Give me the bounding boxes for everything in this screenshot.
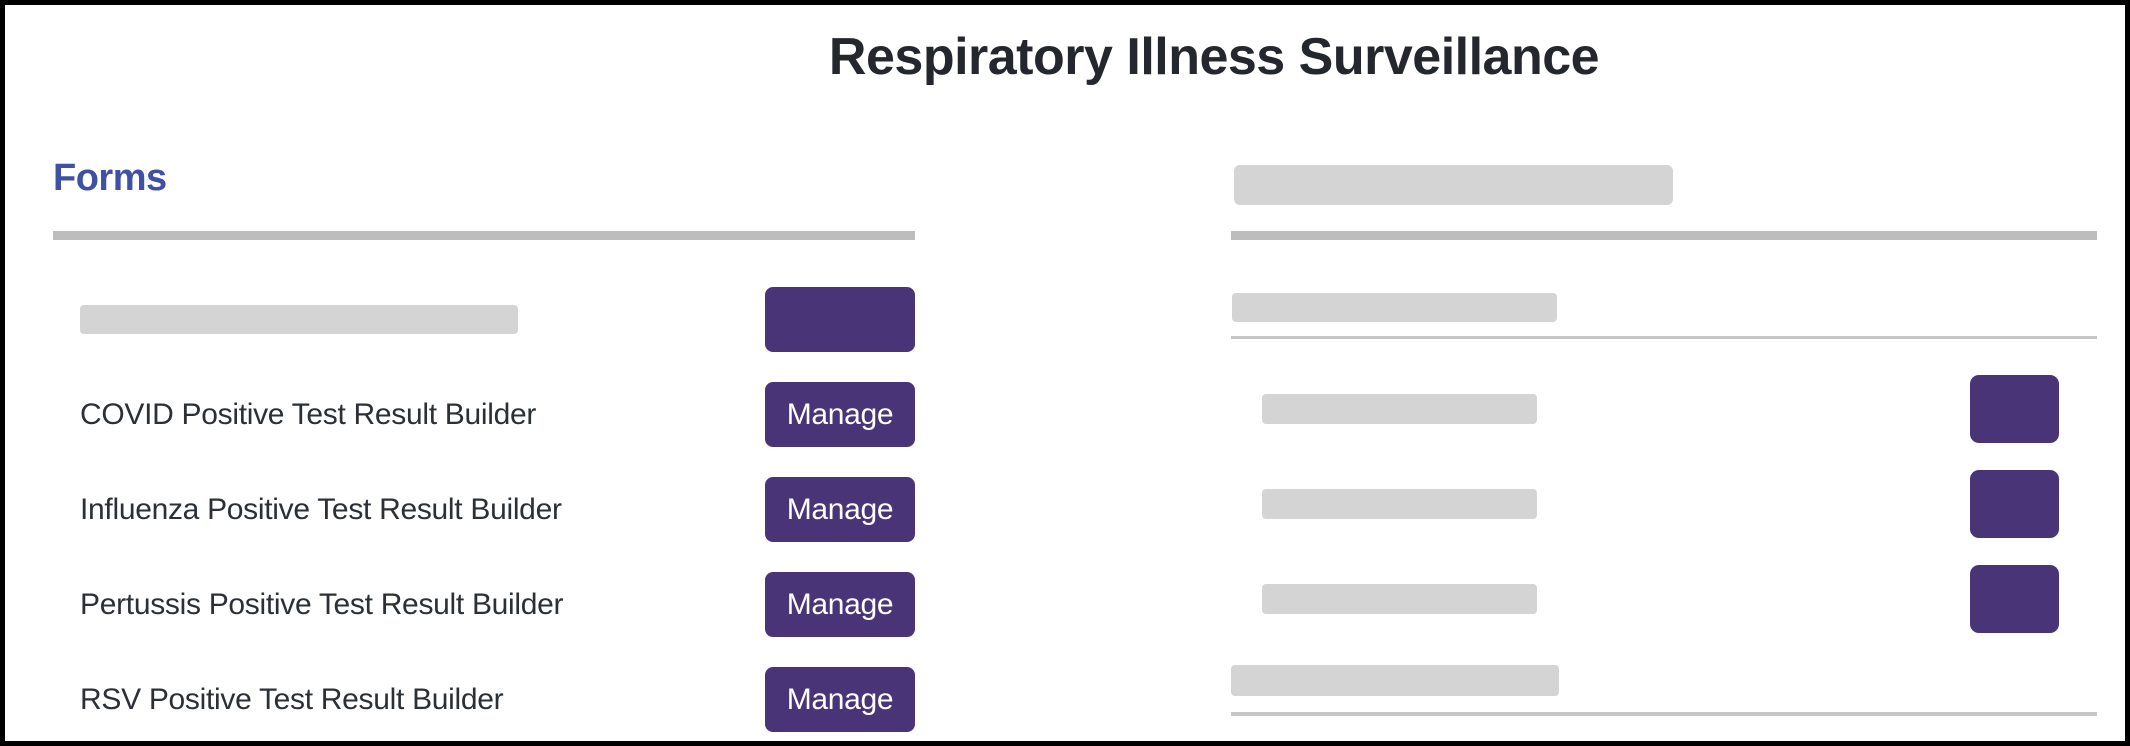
field-label-skeleton — [1232, 293, 1557, 322]
loading-row — [1231, 375, 2097, 443]
panel-divider — [1231, 231, 2097, 240]
form-name-skeleton — [80, 305, 518, 334]
loading-panel — [1231, 155, 2097, 716]
action-button-loading[interactable] — [1970, 375, 2059, 443]
form-row: RSV Positive Test Result Builder Manage — [53, 667, 915, 732]
form-label: Influenza Positive Test Result Builder — [80, 492, 562, 526]
panel-title-skeleton — [1234, 165, 1673, 205]
loading-row — [1231, 470, 2097, 538]
item-skeleton — [1262, 584, 1537, 614]
page-title: Respiratory Illness Surveillance — [828, 28, 1600, 86]
form-label: Pertussis Positive Test Result Builder — [80, 587, 564, 621]
item-skeleton — [1262, 489, 1537, 519]
action-button-loading[interactable] — [1970, 470, 2059, 538]
manage-button[interactable]: Manage — [765, 667, 915, 732]
action-button-loading[interactable] — [1970, 565, 2059, 633]
form-label: RSV Positive Test Result Builder — [80, 682, 504, 716]
form-row-loading — [53, 287, 915, 352]
row-divider — [1231, 336, 2097, 339]
manage-button[interactable]: Manage — [765, 572, 915, 637]
item-skeleton — [1262, 394, 1537, 424]
form-row: Pertussis Positive Test Result Builder M… — [53, 572, 915, 637]
field-label-skeleton — [1231, 665, 1559, 696]
row-divider — [1231, 712, 2097, 716]
manage-button[interactable]: Manage — [765, 477, 915, 542]
loading-row — [1231, 565, 2097, 633]
form-row: Influenza Positive Test Result Builder M… — [53, 477, 915, 542]
forms-divider — [53, 231, 915, 240]
forms-panel: Forms COVID Positive Test Result Builder… — [53, 155, 915, 732]
manage-button[interactable]: Manage — [765, 382, 915, 447]
manage-button-loading[interactable] — [765, 287, 915, 352]
forms-heading: Forms — [53, 157, 167, 199]
form-label: COVID Positive Test Result Builder — [80, 397, 537, 431]
form-row: COVID Positive Test Result Builder Manag… — [53, 382, 915, 447]
